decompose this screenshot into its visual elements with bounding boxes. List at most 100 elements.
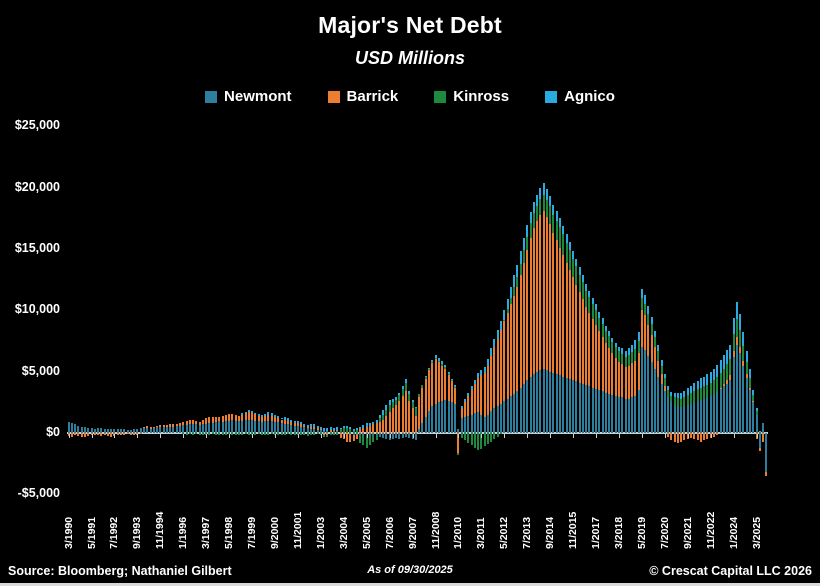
bar-segment-newmont [437,402,440,433]
bar-segment-kinross [670,395,673,403]
bar-segment-kinross [195,433,198,435]
bar-segment-newmont [274,421,276,433]
bar-segment-barrick [526,250,529,381]
bar-segment-barrick [372,424,375,433]
bar-segment-agnico [251,411,254,414]
bar-segment-kinross [431,361,434,364]
bar-segment-kinross [591,304,594,319]
bar-segment-barrick [673,433,676,442]
bar-segment-barrick [522,262,525,384]
x-axis-label: 11/2015 [567,511,580,549]
legend-swatch-icon [205,90,218,103]
bar-segment-newmont [179,425,181,433]
bar-segment-barrick [165,424,168,427]
bar-segment-kinross [215,433,218,435]
bar-segment-barrick [683,433,686,441]
bar-segment-newmont [591,387,594,433]
bar-segment-newmont [283,423,286,433]
legend-swatch-icon [327,90,340,103]
bar-segment-agnico [287,418,290,421]
bar-segment-barrick [578,291,581,383]
plot-area [67,118,768,498]
bar-segment-kinross [450,380,453,382]
bar-segment-barrick [293,423,296,426]
bar-segment-barrick [703,433,706,441]
bar-segment-agnico [608,331,611,337]
legend-item-agnico: Agnico [545,88,615,105]
bar-segment-kinross [460,433,463,438]
bar-segment-newmont [739,353,742,433]
bar-segment-barrick [228,413,231,421]
x-axis-tick [275,434,276,438]
bar-segment-newmont [228,420,231,433]
bar-segment-kinross [375,434,378,440]
bar-segment-barrick [241,414,244,421]
bar-segment-agnico [647,306,650,315]
bar-segment-agnico [260,414,263,417]
bar-segment-barrick [185,420,188,425]
x-axis-tick [206,434,208,438]
bar-segment-barrick [201,419,204,425]
x-axis-tick [756,434,758,438]
y-axis-label: $25,000 [14,118,60,133]
bar-segment-newmont [198,424,201,433]
bar-segment-barrick [192,419,195,424]
bar-segment-newmont [539,370,542,433]
bar-segment-newmont [103,428,106,433]
bar-segment-agnico [405,379,408,383]
bar-segment-kinross [709,382,712,397]
bar-segment-agnico [516,264,519,278]
bar-segment-kinross [211,433,214,435]
bar-segment-newmont [732,356,735,433]
bar-segment-barrick [362,428,365,433]
bar-segment-agnico [565,234,568,243]
bar-segment-kinross [454,386,457,388]
x-axis-label: 11/2022 [704,511,717,549]
bar-segment-agnico [372,421,375,425]
bar-segment-barrick [712,433,715,437]
bar-segment-barrick [182,421,185,426]
bar-segment-kinross [185,433,188,435]
bar-segment-newmont [473,413,476,433]
bar-segment-barrick [493,347,496,409]
bar-segment-newmont [182,425,185,433]
bar-segment-barrick [532,228,535,375]
bar-segment-kinross [686,394,689,405]
bar-segment-kinross [726,364,729,381]
bar-segment-agnico [621,348,624,354]
bar-segment-agnico [572,250,575,259]
bar-segment-newmont [683,406,686,433]
bar-segment-barrick [179,423,181,426]
x-axis-label: 3/2004 [337,516,350,549]
bar-segment-newmont [431,406,434,433]
bar-segment-kinross [198,433,201,435]
bar-segment-newmont [486,414,489,433]
x-axis-label: 11/1994 [154,511,167,549]
legend-item-barrick: Barrick [327,88,398,105]
bar-segment-newmont [165,426,168,433]
bar-segment-newmont [444,399,447,433]
zero-axis-line [67,432,768,434]
bar-segment-kinross [378,418,381,422]
bar-segment-barrick [188,419,191,425]
bar-segment-kinross [588,296,591,313]
bar-segment-newmont [578,382,581,433]
bar-segment-barrick [598,331,601,391]
bar-segment-barrick [300,424,303,427]
bar-segment-barrick [306,426,309,429]
bar-segment-agnico [467,392,470,397]
bar-segment-kinross [473,433,476,448]
bar-segment-newmont [70,422,73,433]
bar-segment-barrick [332,429,335,432]
bar-segment-agnico [401,385,404,389]
bar-segment-kinross [486,433,489,445]
bar-segment-newmont [319,429,322,433]
bar-segment-barrick [735,337,738,345]
bar-segment-agnico [755,408,758,411]
bar-segment-agnico [598,312,601,318]
bar-segment-agnico [359,426,362,430]
bar-segment-newmont [310,428,313,433]
bar-segment-agnico [450,379,453,381]
bar-segment-agnico [631,344,634,353]
bar-segment-newmont [690,403,693,433]
